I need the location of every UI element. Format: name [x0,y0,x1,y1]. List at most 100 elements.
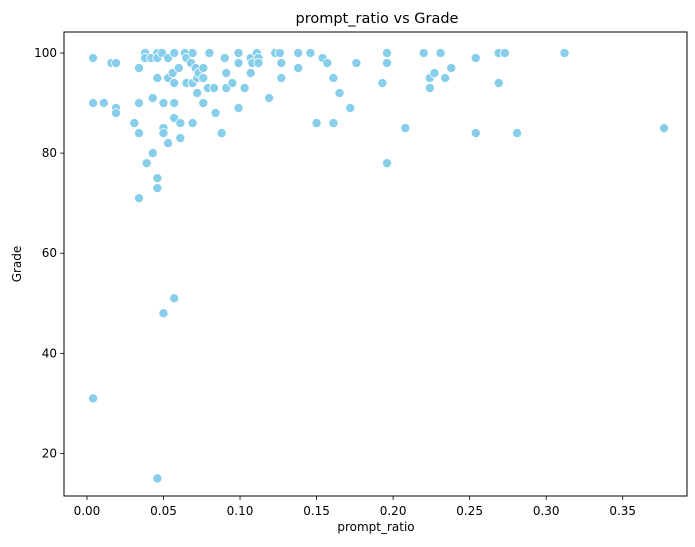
y-tick-label: 100 [34,46,57,60]
data-point [173,63,184,74]
data-point [381,158,392,169]
data-point [152,73,163,84]
data-point [187,118,198,129]
data-point [192,88,203,99]
y-axis-label: Grade [10,246,24,283]
data-point [198,98,209,109]
data-point [435,48,446,59]
data-point [133,98,144,109]
data-point [493,78,504,89]
data-point [152,183,163,194]
chart-title: prompt_ratio vs Grade [296,11,459,27]
data-point [400,123,411,134]
data-point [233,48,244,59]
data-point [293,63,304,74]
data-point [111,58,122,69]
y-tick-label: 40 [42,346,57,360]
data-point [88,393,99,404]
data-point [129,118,140,129]
data-point [440,73,451,84]
data-point [169,293,180,304]
data-point [381,48,392,59]
data-point [418,48,429,59]
data-point [147,148,158,159]
data-point [429,68,440,79]
data-point [175,118,186,129]
data-point [470,53,481,64]
data-point [158,98,169,109]
x-tick-label: 0.10 [227,504,254,518]
data-point [169,78,180,89]
data-point [133,63,144,74]
data-point [152,473,163,484]
data-point [227,78,238,89]
data-point [221,68,232,79]
x-axis-ticks: 0.00 0.05 0.10 0.15 0.20 0.25 0.30 0.35 [74,496,636,518]
data-point [499,48,510,59]
data-point [446,63,457,74]
data-point [274,48,285,59]
data-point [133,193,144,204]
data-point [322,58,333,69]
x-tick-label: 0.30 [533,504,560,518]
data-point [328,118,339,129]
data-point [311,118,322,129]
data-point [305,48,316,59]
data-point [169,98,180,109]
x-tick-label: 0.25 [456,504,483,518]
data-point [204,48,215,59]
x-axis-label: prompt_ratio [337,520,414,534]
data-point [152,173,163,184]
data-point [559,48,570,59]
y-axis-ticks: 20 40 60 80 100 [34,46,64,460]
data-point [276,73,287,84]
data-point [209,83,220,94]
data-point [147,93,158,104]
data-point [233,58,244,69]
y-tick-label: 60 [42,246,57,260]
data-point [158,308,169,319]
data-point [141,158,152,169]
data-point [334,88,345,99]
plot-frame [63,31,688,497]
data-point [98,98,109,109]
data-point [88,53,99,64]
data-point [470,128,481,139]
data-point [512,128,523,139]
data-point [276,58,287,69]
data-point [216,128,227,139]
data-point [233,103,244,114]
x-tick-label: 0.35 [609,504,636,518]
data-point [187,48,198,59]
data-point [424,83,435,94]
data-point [111,108,122,119]
data-point [659,123,670,134]
data-point [381,58,392,69]
data-point [169,48,180,59]
data-point [351,58,362,69]
data-point [163,138,174,149]
data-point [175,133,186,144]
data-point [328,73,339,84]
data-point [245,68,256,79]
data-point [264,93,275,104]
x-tick-label: 0.20 [380,504,407,518]
points-layer [88,48,670,484]
x-tick-label: 0.00 [74,504,101,518]
x-tick-label: 0.15 [303,504,330,518]
data-point [239,83,250,94]
data-point [133,128,144,139]
data-point [88,98,99,109]
data-point [253,58,264,69]
data-point [198,63,209,74]
data-point [198,73,209,84]
data-point [377,78,388,89]
x-tick-label: 0.05 [150,504,177,518]
data-point [219,53,230,64]
y-tick-label: 80 [42,146,57,160]
data-point [345,103,356,114]
data-point [293,48,304,59]
y-tick-label: 20 [42,446,57,460]
